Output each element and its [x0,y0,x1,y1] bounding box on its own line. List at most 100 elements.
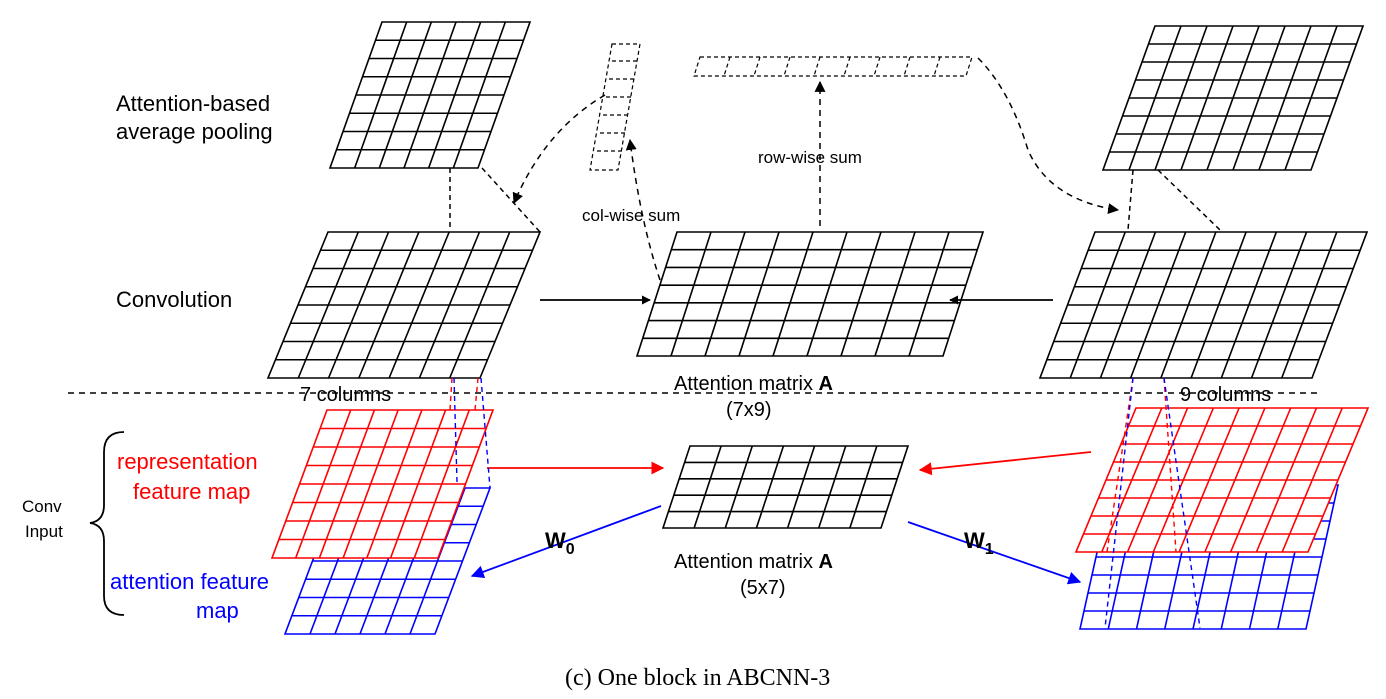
left-representation-grid-col-line [318,409,376,559]
attention-matrix-top-grid-col-line [704,231,746,357]
representation-label-line1: representation [117,449,258,474]
right-pooling-grid-col-line [1284,25,1338,171]
right-convolution-grid-col-line [1220,231,1278,379]
pool-link-left-b [481,167,541,233]
left-convolution-grid [266,231,542,379]
figure-caption: (c) One block in ABCNN-3 [565,665,830,691]
left-pooling-grid-col-line [403,21,457,169]
attention-feature-label-line2: map [196,598,239,623]
attention-matrix-bottom-grid-col-line [786,445,816,529]
attention-matrix-bottom-label: Attention matrix A [674,551,833,573]
left-convolution-grid-col-line [418,231,481,379]
right-columns-label: 9 columns [1180,384,1271,406]
attention-matrix-top-grid-border [635,231,985,357]
right-convolution-grid-col-line [1129,231,1187,379]
conv-input-brace [89,431,125,616]
right-representation-grid-col-line [1152,407,1215,553]
left-pooling-grid-col-line [452,21,507,169]
conv-input-label-line1: Conv [22,497,62,516]
right-projection-lines [1104,377,1201,629]
col-wise-sum-vector [589,43,641,171]
left-convolution-grid-col-line [327,231,390,379]
left-pooling-grid [328,21,532,169]
right-convolution-grid-col-line [1250,231,1308,379]
right-convolution-grid [1038,231,1369,379]
left-convolution-grid-col-line [297,231,360,379]
w0-label: W0 [545,528,575,558]
row-wise-sum-label: row-wise sum [758,148,862,167]
col-wise-sum-label: col-wise sum [582,206,680,225]
right-rep-to-attention-arrow [918,451,1092,476]
attention-matrix-top-label: Attention matrix A [674,373,833,395]
right-representation-grid-col-line [1281,407,1343,553]
attention-matrix-top-grid-col-line [772,231,814,357]
left-attention-feature-grid-col-line [409,487,466,635]
attention-matrix-bottom-grid-col-line [817,445,847,529]
attention-matrix-bottom-grid-border [661,445,910,529]
attention-matrix-top-grid-col-line [738,231,780,357]
row-wise-sum-vector [693,56,973,77]
row-vector-to-right-pool-arrow [977,57,1120,214]
left-representation-grid [270,409,495,559]
right-representation-grid-col-line [1204,407,1266,553]
attention-matrix-top-grid-col-line [908,231,950,357]
right-representation-grid-col-line [1229,407,1292,553]
attention-matrix-bottom-grid [661,445,910,529]
right-representation-grid-col-line [1101,407,1163,553]
right-convolution-grid-col-line [1069,231,1126,379]
attention-matrix-bottom-grid-col-line [755,445,785,529]
attention-matrix-top-grid-col-line [806,231,848,357]
right-pooling-grid-col-line [1258,25,1312,171]
right-representation-grid-col-line [1126,407,1189,553]
right-pooling-grid [1101,25,1365,171]
right-representation-grid-col-line [1178,407,1240,553]
attention-matrix-bottom-grid-col-line [724,445,754,529]
left-pooling-grid-col-line [378,21,433,169]
right-convolution-grid-col-line [1281,231,1338,379]
left-representation-grid-col-line [413,409,471,559]
right-pooling-grid-col-line [1154,25,1208,171]
right-convolution-grid-col-line [1190,231,1247,379]
right-convolution-grid-col-line [1099,231,1157,379]
attention-matrix-bottom-grid-col-line [693,445,722,529]
left-columns-label: 7 columns [300,384,391,406]
w0-arrow [470,505,662,579]
left-pooling-grid-col-line [353,21,408,169]
col-sum-arrow [625,138,661,281]
right-pooling-grid-col-line [1206,25,1260,171]
right-pooling-grid-col-line [1180,25,1234,171]
representation-label-line2: feature map [133,479,250,504]
left-representation-grid-col-line [389,409,447,559]
attention-matrix-top-dims: (7x9) [726,399,772,421]
w1-arrow [907,521,1082,585]
w1-label: W1 [964,528,994,558]
attention-matrix-bottom-grid-col-line [849,445,878,529]
left-pooling-grid-col-line [427,21,482,169]
col-vector-to-left-pool-arrow [512,94,606,205]
right-pooling-grid-col-line [1232,25,1286,171]
attention-matrix-top-grid-col-line [840,231,882,357]
attention-matrix-top-grid-col-line [670,231,712,357]
grid-layer [266,21,1370,635]
left-representation-grid-col-line [366,409,423,559]
attention-matrix-top-grid-col-line [874,231,916,357]
pool-link-right-b [1157,169,1221,231]
attention-feature-label-line1: attention feature [110,569,269,594]
attention-matrix-top-grid [635,231,985,357]
left-convolution-grid-col-line [388,231,450,379]
pooling-label-line2: average pooling [116,119,273,144]
left-representation-grid-col-line [294,409,352,559]
right-pooling-grid-col-line [1128,25,1182,171]
pool-link-right-a [1127,169,1134,231]
left-convolution-grid-col-line [358,231,420,379]
left-convolution-grid-col-line [448,231,511,379]
conv-input-label-line2: Input [25,522,63,541]
left-projection-lines [449,377,491,489]
attention-matrix-bottom-dims: (5x7) [740,577,786,599]
right-representation-grid-col-line [1255,407,1318,553]
pooling-label-line1: Attention-based [116,91,270,116]
right-convolution-grid-col-line [1160,231,1217,379]
convolution-label: Convolution [116,287,232,312]
left-representation-grid-col-line [342,409,399,559]
